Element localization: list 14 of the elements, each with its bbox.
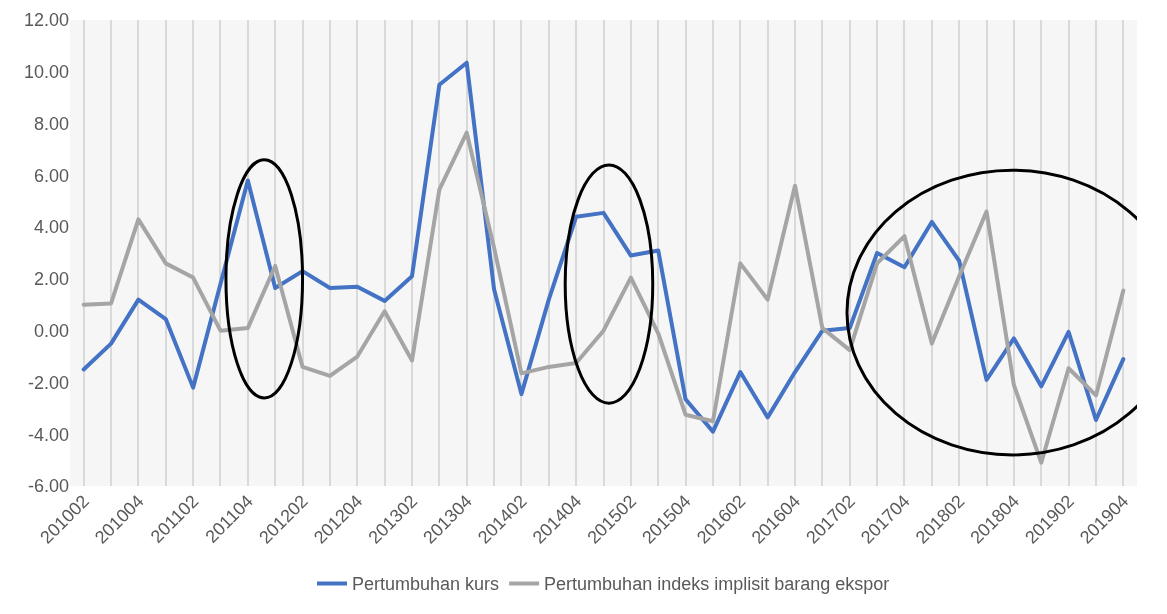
y-tick-label: 8.00 — [33, 113, 69, 134]
line-series — [81, 130, 1126, 465]
legend-label: Pertumbuhan indeks implisit barang ekspor — [544, 574, 890, 595]
y-tick-label: -4.00 — [27, 424, 69, 445]
y-tick-label: 4.00 — [33, 217, 69, 238]
line-series — [81, 60, 1126, 434]
y-tick-label: -2.00 — [27, 372, 69, 393]
y-tick-label: 0.00 — [33, 320, 69, 341]
y-tick-label: 10.00 — [23, 62, 69, 83]
y-tick-label: 6.00 — [33, 165, 69, 186]
y-tick-label: -6.00 — [27, 476, 69, 497]
y-tick-label: 2.00 — [33, 269, 69, 290]
y-tick-label: 12.00 — [23, 10, 69, 31]
legend-label: Pertumbuhan kurs — [352, 574, 500, 595]
